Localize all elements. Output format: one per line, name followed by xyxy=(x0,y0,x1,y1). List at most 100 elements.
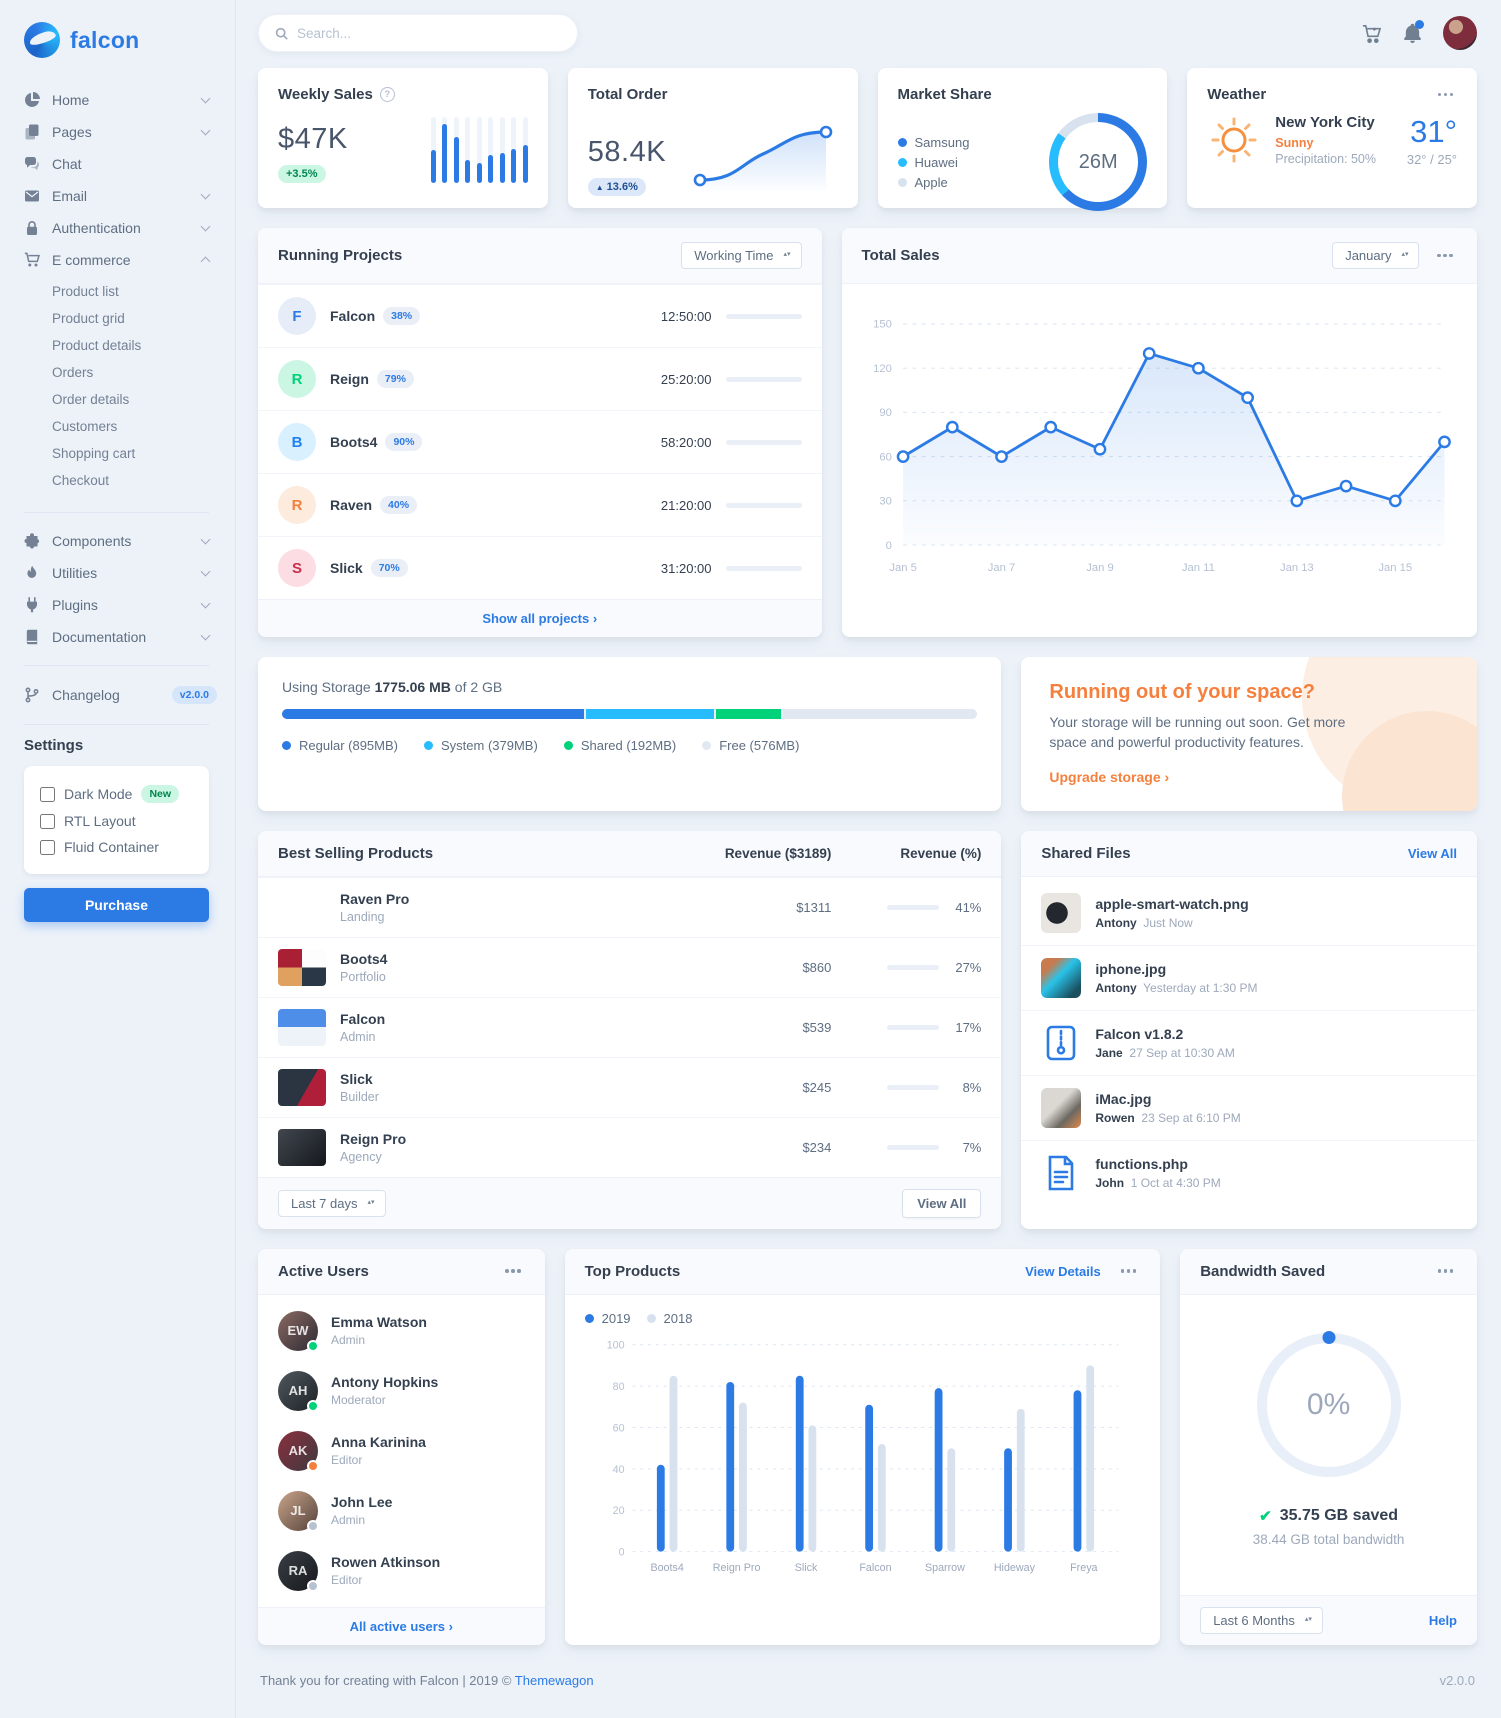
sidebar-subnav-item[interactable]: Customers xyxy=(52,419,118,434)
user-name[interactable]: Emma Watson xyxy=(331,1314,427,1331)
file-name[interactable]: iMac.jpg xyxy=(1095,1090,1152,1107)
project-name[interactable]: Reign xyxy=(330,371,369,387)
menu-dots-icon[interactable] xyxy=(1433,250,1457,262)
col-revenue-percent: Revenue (%) xyxy=(900,845,982,861)
project-progressbar xyxy=(725,313,802,319)
settings-checkbox[interactable] xyxy=(40,813,55,829)
project-name[interactable]: Slick xyxy=(330,560,363,576)
search-input[interactable] xyxy=(297,25,561,41)
sidebar-nav-item[interactable]: Authentication xyxy=(24,212,223,244)
nav-item-label: Authentication xyxy=(52,220,141,236)
shopping-cart-icon[interactable] xyxy=(1361,23,1382,44)
project-avatar: R xyxy=(278,486,316,524)
sidebar-subnav-item[interactable]: Product list xyxy=(52,284,119,299)
themewagon-link[interactable]: Themewagon xyxy=(514,1672,594,1688)
menu-dots-icon[interactable] xyxy=(1434,89,1458,101)
upgrade-storage-link[interactable]: Upgrade storage › xyxy=(1049,768,1170,785)
menu-dots-icon[interactable] xyxy=(1117,1265,1141,1277)
menu-dots-icon[interactable] xyxy=(1434,1265,1458,1277)
settings-option[interactable]: RTL Layout xyxy=(40,808,193,834)
cart-icon xyxy=(24,252,40,268)
bell-icon[interactable] xyxy=(1402,19,1424,44)
sidebar-nav-item[interactable]: Components xyxy=(24,525,223,557)
file-thumbnail xyxy=(1041,957,1082,998)
product-row: Slick Builder $245 8% xyxy=(258,1056,1002,1117)
project-name[interactable]: Falcon xyxy=(330,308,376,324)
weekly-sales-chart xyxy=(430,117,528,183)
sidebar-nav-item[interactable]: Home xyxy=(24,84,223,116)
sidebar-subnav-item[interactable]: Shopping cart xyxy=(52,446,136,461)
file-name[interactable]: Falcon v1.8.2 xyxy=(1095,1025,1184,1042)
user-name[interactable]: Anna Karinina xyxy=(331,1434,426,1451)
user-avatar: JL xyxy=(278,1490,319,1532)
menu-dots-icon[interactable] xyxy=(501,1265,525,1277)
svg-text:30: 30 xyxy=(879,496,892,508)
sidebar-subnav-item[interactable]: Product details xyxy=(52,338,142,353)
file-name[interactable]: apple-smart-watch.png xyxy=(1095,895,1249,912)
legend-label: Shared (192MB) xyxy=(580,737,677,753)
show-all-projects-link[interactable]: Show all projects › xyxy=(482,611,598,626)
last-7-days-select[interactable]: Last 7 days ▴▾ xyxy=(278,1189,386,1217)
weather-city: New York City xyxy=(1275,114,1375,131)
user-name[interactable]: Antony Hopkins xyxy=(331,1374,439,1391)
settings-option[interactable]: Dark Mode New xyxy=(40,780,193,808)
legend-label: 2019 xyxy=(601,1311,631,1327)
sidebar-subnav-item[interactable]: Product grid xyxy=(52,311,125,326)
view-all-button[interactable]: View All xyxy=(902,1188,982,1218)
sidebar-nav-item[interactable]: Documentation xyxy=(24,621,223,653)
sidebar-subnav-item[interactable]: Orders xyxy=(52,365,94,380)
chevron-icon xyxy=(200,630,211,641)
shared-files-title: Shared Files xyxy=(1041,844,1131,862)
active-users-list: EW Emma Watson Admin AH xyxy=(258,1295,545,1607)
view-details-link[interactable]: View Details xyxy=(1025,1263,1101,1279)
project-time: 12:50:00 xyxy=(660,308,712,324)
file-meta: John 1 Oct at 4:30 PM xyxy=(1095,1175,1221,1190)
svg-text:Falcon: Falcon xyxy=(859,1562,891,1574)
product-name[interactable]: Falcon xyxy=(340,1010,386,1027)
settings-checkbox[interactable] xyxy=(40,786,55,802)
sidebar-nav-item[interactable]: E commerce xyxy=(24,244,223,276)
sidebar-item-changelog[interactable]: Changelog v2.0.0 xyxy=(24,678,223,712)
project-avatar: B xyxy=(278,423,316,461)
project-name[interactable]: Boots4 xyxy=(330,434,378,450)
user-name[interactable]: John Lee xyxy=(331,1494,393,1511)
file-name[interactable]: iphone.jpg xyxy=(1095,960,1167,977)
brand-logo[interactable]: falcon xyxy=(24,16,223,84)
view-all-link[interactable]: View All xyxy=(1407,845,1457,861)
help-link[interactable]: Help xyxy=(1428,1612,1457,1628)
project-name[interactable]: Raven xyxy=(330,497,373,513)
storage-segment xyxy=(782,709,978,719)
sidebar-nav-item[interactable]: Email xyxy=(24,180,223,212)
products-files-row: Best Selling Products Revenue ($3189) Re… xyxy=(258,830,1477,1229)
product-name[interactable]: Boots4 xyxy=(340,950,388,967)
product-name[interactable]: Reign Pro xyxy=(340,1130,407,1147)
market-share-card: Market Share Samsung Huawei xyxy=(877,68,1168,211)
nav-item-label: Documentation xyxy=(52,629,147,645)
sidebar-nav-item[interactable]: Plugins xyxy=(24,589,223,621)
sidebar-nav-item[interactable]: Chat xyxy=(24,148,223,180)
sidebar-subnav-item[interactable]: Order details xyxy=(52,392,130,407)
total-order-card: Total Order 58.4K ▲ 13.6% xyxy=(567,68,858,208)
purchase-button[interactable]: Purchase xyxy=(24,888,209,922)
settings-option[interactable]: Fluid Container xyxy=(40,834,193,860)
product-name[interactable]: Slick xyxy=(340,1070,373,1087)
file-name[interactable]: functions.php xyxy=(1095,1155,1188,1172)
working-time-select[interactable]: Working Time ▴▾ xyxy=(681,242,802,269)
user-name[interactable]: Rowen Atkinson xyxy=(331,1554,441,1571)
last-6-months-select[interactable]: Last 6 Months ▴▾ xyxy=(1200,1606,1323,1634)
legend-label: Samsung xyxy=(914,134,970,150)
sidebar-subnav-item[interactable]: Checkout xyxy=(52,473,110,488)
month-select[interactable]: January ▴▾ xyxy=(1332,242,1420,269)
product-name[interactable]: Raven Pro xyxy=(340,890,410,907)
product-revenue: $539 xyxy=(802,1019,832,1035)
product-row: Reign Pro Agency $234 7% xyxy=(258,1116,1002,1177)
col-revenue: Revenue ($3189) xyxy=(724,845,832,861)
all-active-users-link[interactable]: All active users › xyxy=(349,1618,453,1634)
user-avatar[interactable] xyxy=(1443,16,1477,50)
legend-item: 2019 xyxy=(584,1309,631,1329)
project-avatar: F xyxy=(278,297,316,335)
sidebar-nav-item[interactable]: Pages xyxy=(24,116,223,148)
settings-checkbox[interactable] xyxy=(40,839,55,855)
help-icon[interactable]: ? xyxy=(379,87,395,102)
sidebar-nav-item[interactable]: Utilities xyxy=(24,557,223,589)
